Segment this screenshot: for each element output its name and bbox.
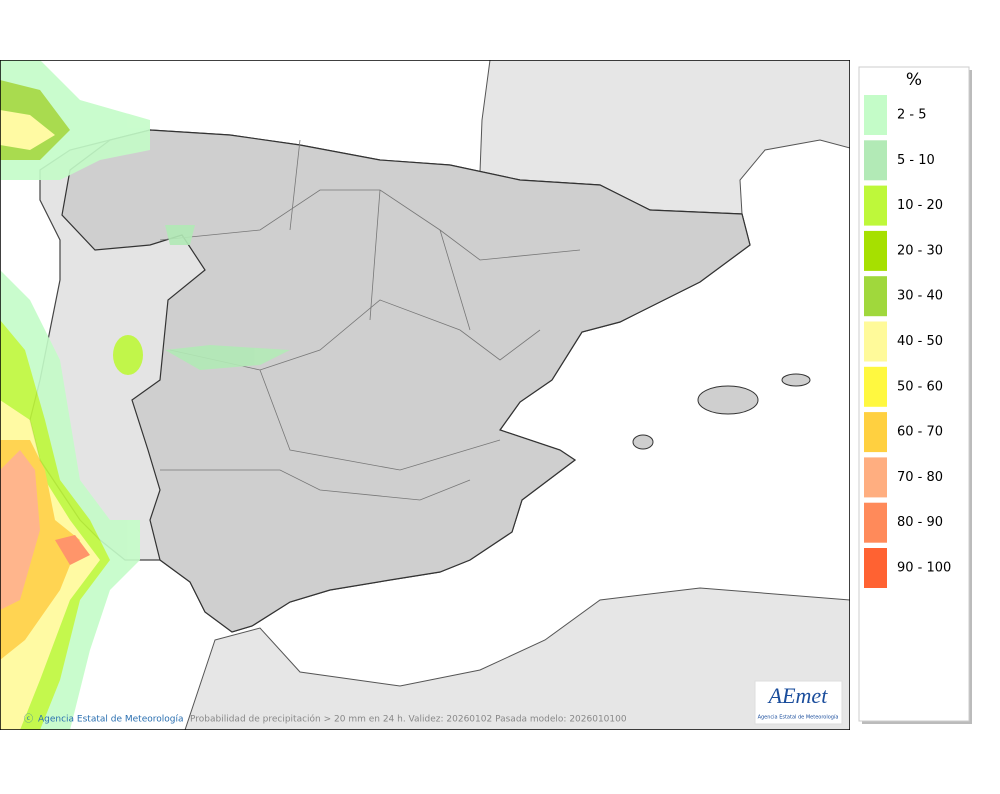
legend-swatch bbox=[864, 457, 887, 498]
africa bbox=[184, 587, 850, 730]
legend-swatch bbox=[864, 230, 887, 271]
ibiza bbox=[632, 434, 654, 450]
region-borders bbox=[159, 139, 581, 501]
legend-label: 20 - 30 bbox=[897, 243, 943, 258]
legend-items: 2 - 5 5 - 10 10 - 20 20 - 30 30 - 40 40 - 50 5… bbox=[864, 95, 951, 588]
credit: Agencia Estatal de Meteorología bbox=[38, 715, 184, 725]
legend-swatch bbox=[864, 321, 887, 362]
legend-label: 5 - 10 bbox=[897, 153, 935, 168]
legend-swatch bbox=[864, 95, 887, 135]
legend-swatch bbox=[864, 502, 887, 543]
legend-label: 80 - 90 bbox=[897, 515, 943, 530]
map: ⓒ Agencia Estatal de Meteorología Probab… bbox=[0, 60, 850, 730]
legend-label: 2 - 5 bbox=[897, 108, 927, 123]
legend-label: 70 - 80 bbox=[897, 470, 943, 485]
logo: AEmet bbox=[767, 683, 829, 708]
precip-overlay bbox=[0, 60, 290, 730]
legend-label: 30 - 40 bbox=[897, 289, 943, 304]
logo-subtitle: Agencia Estatal de Meteorología bbox=[758, 714, 839, 721]
legend-swatch bbox=[864, 185, 887, 226]
logo-box bbox=[754, 680, 843, 725]
spain bbox=[61, 129, 751, 633]
legend-swatch bbox=[864, 276, 887, 317]
legend-label: 50 - 60 bbox=[897, 379, 943, 394]
menorca bbox=[781, 373, 811, 387]
legend-label: 90 - 100 bbox=[897, 561, 951, 576]
credit-icon: ⓒ bbox=[24, 714, 33, 725]
caption: Probabilidad de precipitación > 20 mm en… bbox=[190, 714, 627, 725]
legend-title: % bbox=[906, 70, 922, 90]
legend-swatch bbox=[864, 366, 887, 407]
legend-swatch bbox=[864, 412, 887, 453]
legend-label: 10 - 20 bbox=[897, 198, 943, 213]
mallorca bbox=[697, 385, 759, 415]
legend-swatch bbox=[864, 140, 887, 181]
legend-label: 40 - 50 bbox=[897, 334, 943, 349]
legend-swatch bbox=[864, 548, 887, 588]
legend-label: 60 - 70 bbox=[897, 425, 943, 440]
